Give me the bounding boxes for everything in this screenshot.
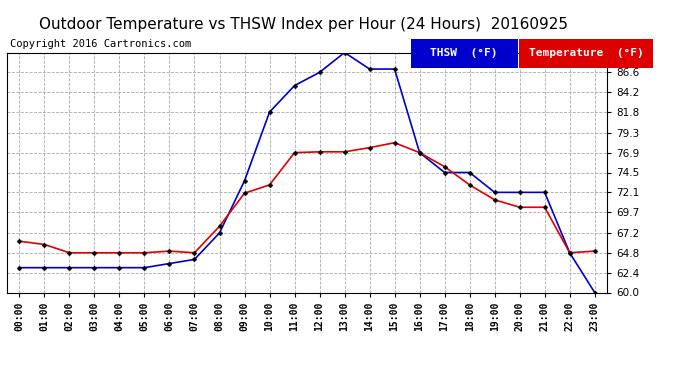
Text: Outdoor Temperature vs THSW Index per Hour (24 Hours)  20160925: Outdoor Temperature vs THSW Index per Ho… [39, 17, 568, 32]
Text: Copyright 2016 Cartronics.com: Copyright 2016 Cartronics.com [10, 39, 192, 50]
Text: THSW  (°F): THSW (°F) [431, 48, 497, 58]
Text: Temperature  (°F): Temperature (°F) [529, 48, 644, 58]
